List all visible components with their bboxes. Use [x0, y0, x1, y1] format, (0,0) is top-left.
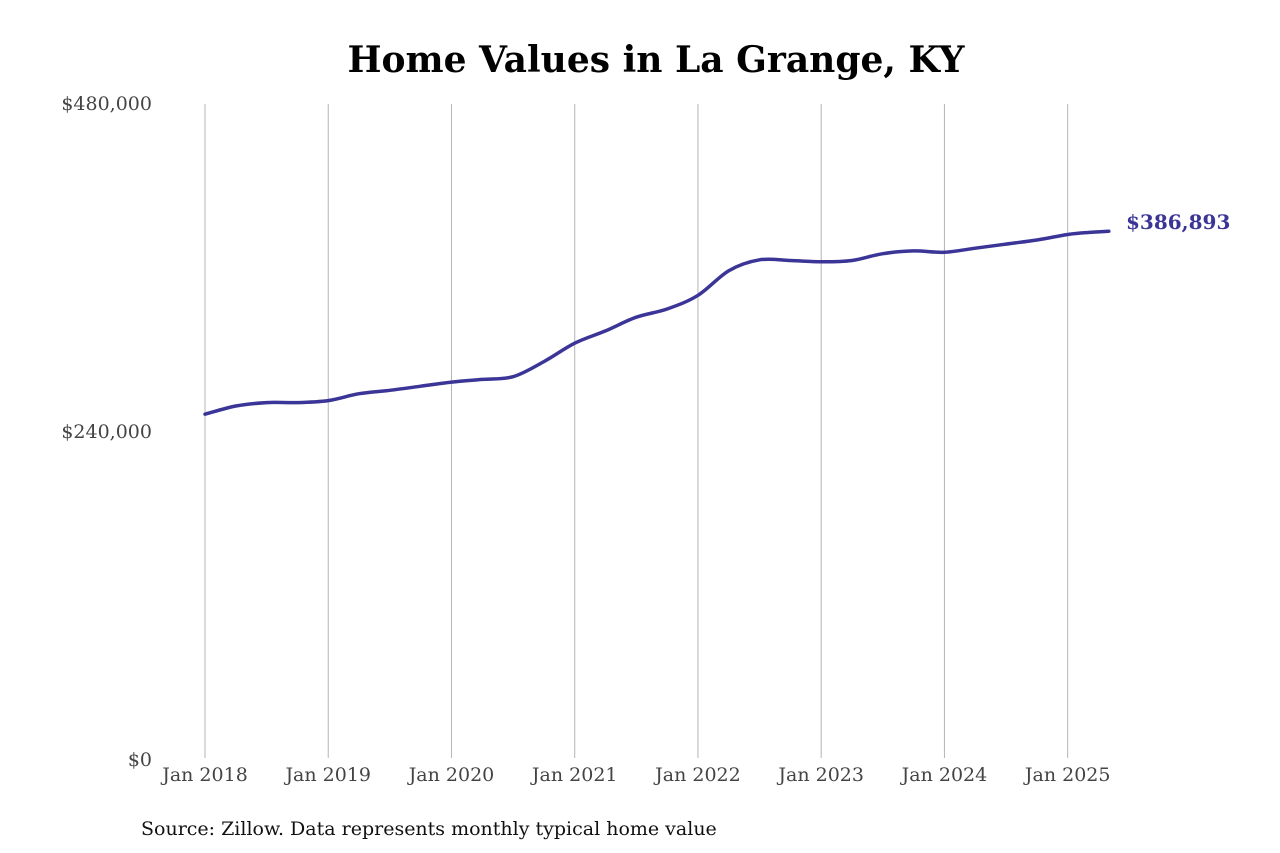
x-tick-label-2022: Jan 2022 [653, 764, 741, 786]
series-line-0 [203, 229, 1111, 416]
x-tick-label-2024: Jan 2024 [900, 764, 988, 786]
source-note: Source: Zillow. Data represents monthly … [141, 818, 717, 840]
x-tick-label-2025: Jan 2025 [1023, 764, 1111, 786]
x-tick-label-2021: Jan 2021 [530, 764, 618, 786]
y-tick-label: $240,000 [61, 421, 152, 443]
y-tick-label: $480,000 [61, 93, 152, 115]
gridlines [204, 104, 1069, 758]
chart-title: Home Values in La Grange, KY [348, 39, 966, 81]
x-tick-label-2018: Jan 2018 [160, 764, 248, 786]
x-tick-label-2023: Jan 2023 [776, 764, 864, 786]
series-lines [203, 229, 1111, 416]
x-tick-label-2020: Jan 2020 [407, 764, 495, 786]
x-tick-label-2019: Jan 2019 [283, 764, 371, 786]
latest-value-label: $386,893 [1126, 210, 1230, 234]
axis-tick-labels: Jan 2018 Jan 2019 Jan 2020 Jan 2021 Jan 2022… [61, 93, 1110, 786]
y-tick-label: $0 [128, 749, 152, 771]
